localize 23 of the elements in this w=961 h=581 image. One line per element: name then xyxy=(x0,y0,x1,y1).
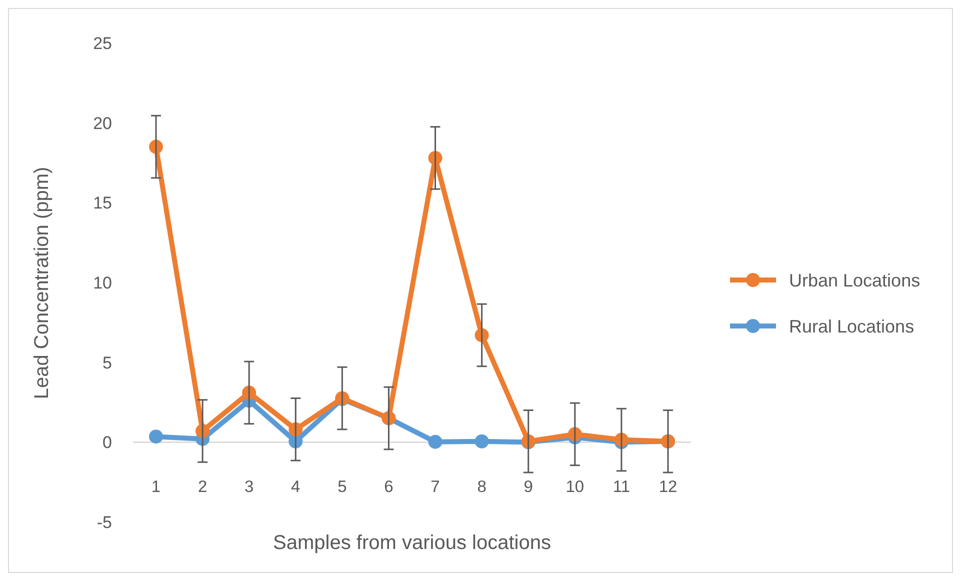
x-tick-label: 5 xyxy=(338,478,347,496)
x-tick-label: 1 xyxy=(151,478,161,496)
y-tick-label: 15 xyxy=(93,194,112,213)
x-tick-label: 7 xyxy=(430,478,440,496)
x-tick-label: 6 xyxy=(384,478,394,496)
legend-label: Rural Locations xyxy=(789,316,914,336)
y-tick-label: 25 xyxy=(93,34,112,53)
y-tick-label: 10 xyxy=(93,273,112,292)
x-tick-label: 9 xyxy=(524,478,533,496)
y-axis-title: Lead Concentration (ppm) xyxy=(31,166,53,400)
x-tick-label: 8 xyxy=(477,478,486,496)
y-tick-label: 0 xyxy=(102,433,112,452)
x-axis-title: Samples from various locations xyxy=(273,532,551,554)
x-tick-label: 2 xyxy=(198,478,208,496)
y-tick-label: 5 xyxy=(102,353,112,372)
x-tick-label: 12 xyxy=(658,478,678,496)
x-tick-label: 4 xyxy=(291,478,300,496)
y-tick-label: -5 xyxy=(96,512,112,532)
x-tick-label: 10 xyxy=(566,478,584,496)
legend-label: Urban Locations xyxy=(789,270,920,290)
y-tick-label: 20 xyxy=(93,114,112,133)
x-tick-label: 11 xyxy=(612,478,630,496)
x-tick-label: 3 xyxy=(244,478,254,496)
